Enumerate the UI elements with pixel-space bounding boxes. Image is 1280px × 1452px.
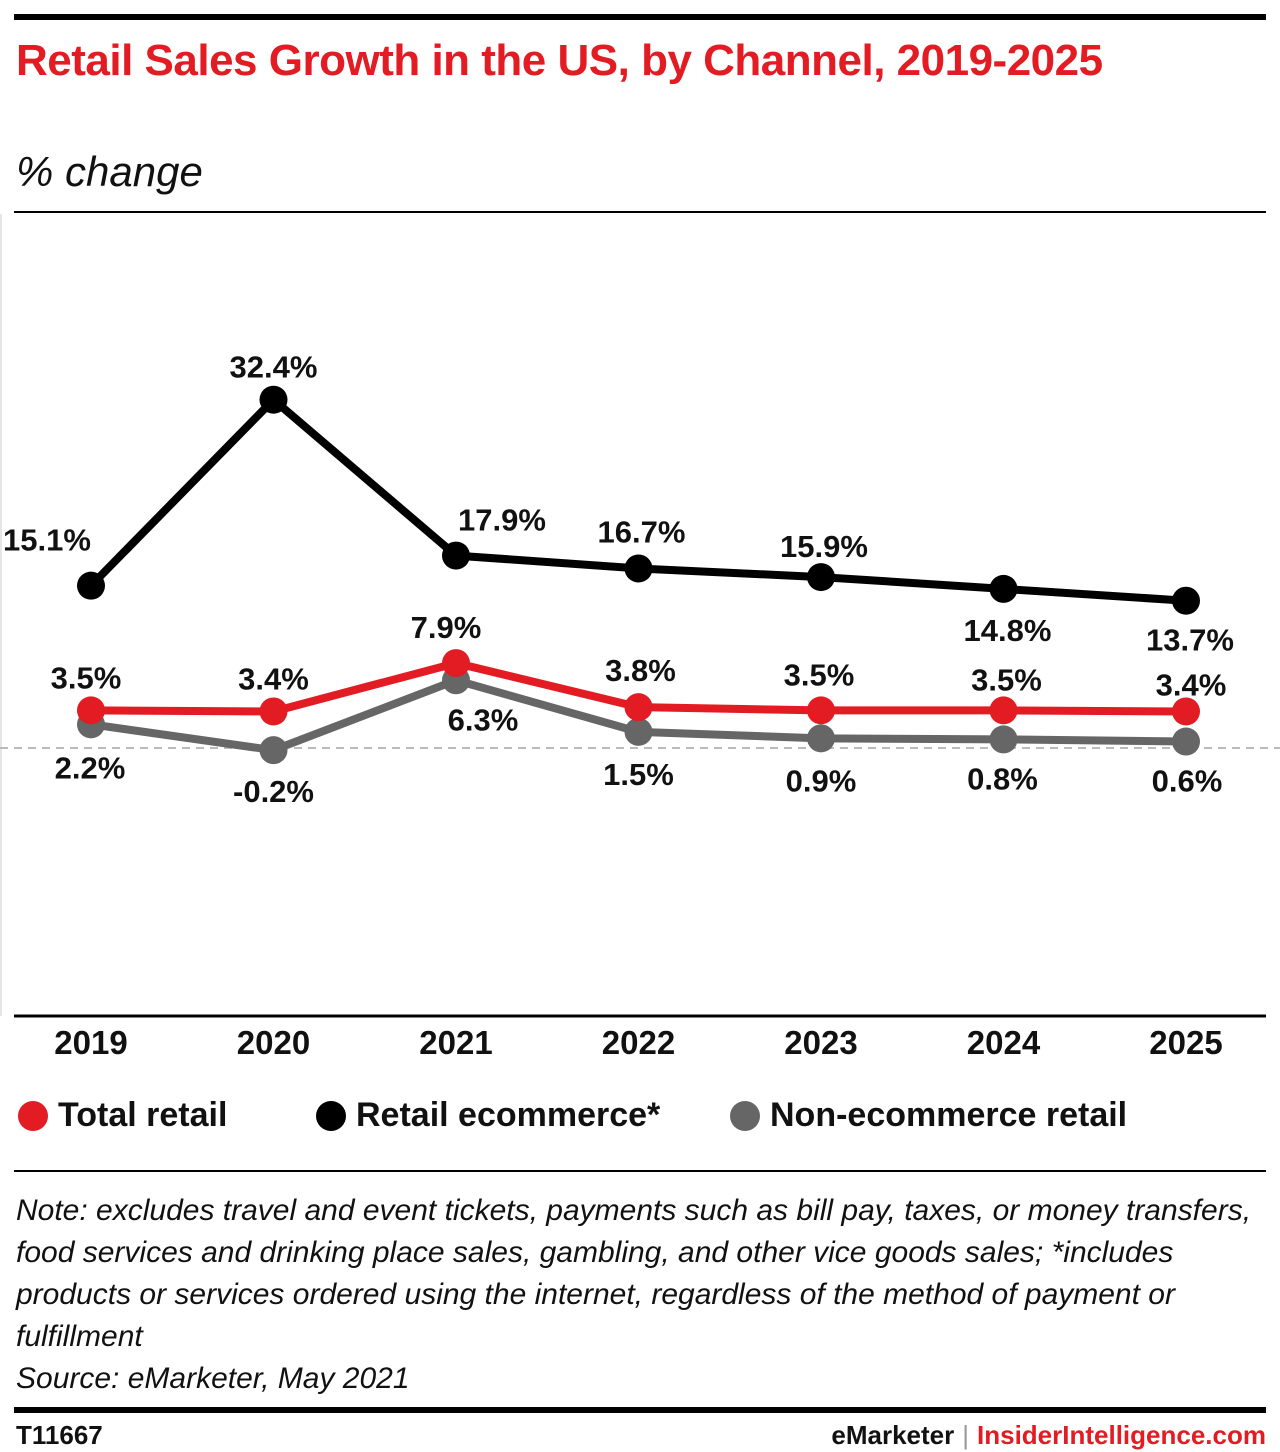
data-point-total-retail-2023 (807, 696, 835, 725)
data-label-non-ecommerce-retail-2025: 0.6% (1152, 764, 1223, 799)
data-point-total-retail-2019 (77, 696, 105, 725)
data-point-non-ecommerce-retail-2022 (624, 717, 653, 746)
data-point-retail-ecommerce-2019 (77, 571, 105, 600)
data-label-non-ecommerce-retail-2023: 0.9% (786, 763, 857, 798)
x-tick-label-2021: 2021 (419, 1024, 492, 1061)
data-label-retail-ecommerce-2019: 15.1% (3, 523, 91, 558)
data-label-retail-ecommerce-2025: 13.7% (1146, 623, 1234, 658)
brand-separator: | (962, 1420, 970, 1450)
brand-footer: eMarketer | InsiderIntelligence.com (831, 1420, 1266, 1451)
x-tick-labels-layer: 2019 2020 2021 2022 2023 2024 2025 (54, 1024, 1222, 1061)
data-label-retail-ecommerce-2020: 32.4% (230, 350, 318, 385)
chart-id: T11667 (16, 1420, 103, 1450)
data-point-non-ecommerce-retail-2024 (989, 725, 1018, 754)
data-label-total-retail-2021: 7.9% (411, 610, 482, 645)
x-tick-label-2020: 2020 (237, 1024, 310, 1061)
data-label-total-retail-2025: 3.4% (1156, 667, 1227, 702)
legend-item-total-retail: Total retail (18, 1096, 227, 1135)
line-chart: 15.1% 32.4% 17.9% 16.7% 15.9% 14.8% 13.7% 2.2% -… (0, 214, 1280, 1061)
data-point-total-retail-2020 (259, 697, 288, 726)
subtitle-rule (14, 211, 1266, 213)
data-label-non-ecommerce-retail-2021: 6.3% (448, 702, 519, 737)
chart-subtitle: % change (16, 148, 203, 195)
data-point-retail-ecommerce-2020 (259, 385, 288, 414)
data-point-retail-ecommerce-2024 (989, 574, 1018, 603)
data-point-total-retail-2024 (989, 696, 1018, 725)
chart-title: Retail Sales Growth in the US, by Channe… (16, 36, 1103, 85)
x-tick-label-2019: 2019 (54, 1024, 127, 1061)
data-point-non-ecommerce-retail-2020 (259, 736, 288, 765)
data-label-retail-ecommerce-2021: 17.9% (458, 503, 546, 538)
legend-marker-total-retail (18, 1100, 48, 1131)
bottom-rule (14, 1407, 1266, 1413)
brand-insider-intelligence: InsiderIntelligence.com (977, 1420, 1266, 1450)
x-tick-label-2022: 2022 (602, 1024, 675, 1061)
data-point-total-retail-2025 (1172, 697, 1200, 726)
chart-note: Note: excludes travel and event tickets,… (16, 1194, 1252, 1353)
data-label-total-retail-2024: 3.5% (971, 662, 1042, 697)
legend-marker-retail-ecommerce (316, 1100, 346, 1131)
data-label-total-retail-2020: 3.4% (238, 661, 309, 696)
data-point-total-retail-2021 (442, 649, 470, 678)
legend-label-total-retail: Total retail (58, 1096, 228, 1134)
legend: Total retail Retail ecommerce* Non-ecomm… (16, 1096, 1266, 1144)
data-point-retail-ecommerce-2023 (807, 563, 835, 592)
data-point-retail-ecommerce-2021 (442, 541, 470, 570)
data-labels-layer: 15.1% 32.4% 17.9% 16.7% 15.9% 14.8% 13.7% 2.2% -… (3, 350, 1234, 809)
data-label-total-retail-2019: 3.5% (51, 660, 122, 695)
data-point-retail-ecommerce-2022 (624, 554, 653, 583)
legend-label-non-ecommerce-retail: Non-ecommerce retail (770, 1096, 1128, 1134)
data-label-non-ecommerce-retail-2019: 2.2% (55, 750, 126, 785)
data-point-total-retail-2022 (624, 693, 653, 722)
data-label-non-ecommerce-retail-2022: 1.5% (603, 757, 674, 792)
legend-item-retail-ecommerce: Retail ecommerce* (316, 1096, 660, 1135)
x-tick-label-2024: 2024 (967, 1024, 1041, 1061)
chart-source: Source: eMarketer, May 2021 (16, 1362, 410, 1395)
data-label-retail-ecommerce-2022: 16.7% (598, 514, 686, 549)
data-label-total-retail-2022: 3.8% (605, 653, 676, 688)
top-rule (14, 14, 1266, 20)
legend-item-non-ecommerce-retail: Non-ecommerce retail (730, 1096, 1127, 1135)
data-label-retail-ecommerce-2023: 15.9% (780, 529, 868, 564)
data-label-non-ecommerce-retail-2020: -0.2% (233, 774, 314, 809)
data-label-total-retail-2023: 3.5% (784, 657, 855, 692)
legend-rule (14, 1170, 1266, 1172)
x-tick-label-2023: 2023 (784, 1024, 857, 1061)
legend-label-retail-ecommerce: Retail ecommerce* (356, 1096, 661, 1134)
brand-emarketer: eMarketer (831, 1420, 955, 1450)
series-points-layer (77, 385, 1200, 765)
data-label-non-ecommerce-retail-2024: 0.8% (967, 761, 1038, 796)
data-label-retail-ecommerce-2024: 14.8% (964, 613, 1052, 648)
data-point-retail-ecommerce-2025 (1172, 586, 1200, 615)
chart-baseline-layer (0, 214, 1280, 1018)
x-tick-label-2025: 2025 (1149, 1024, 1222, 1061)
data-point-non-ecommerce-retail-2025 (1172, 727, 1200, 756)
data-point-non-ecommerce-retail-2023 (807, 724, 835, 753)
legend-marker-non-ecommerce-retail (730, 1100, 760, 1131)
